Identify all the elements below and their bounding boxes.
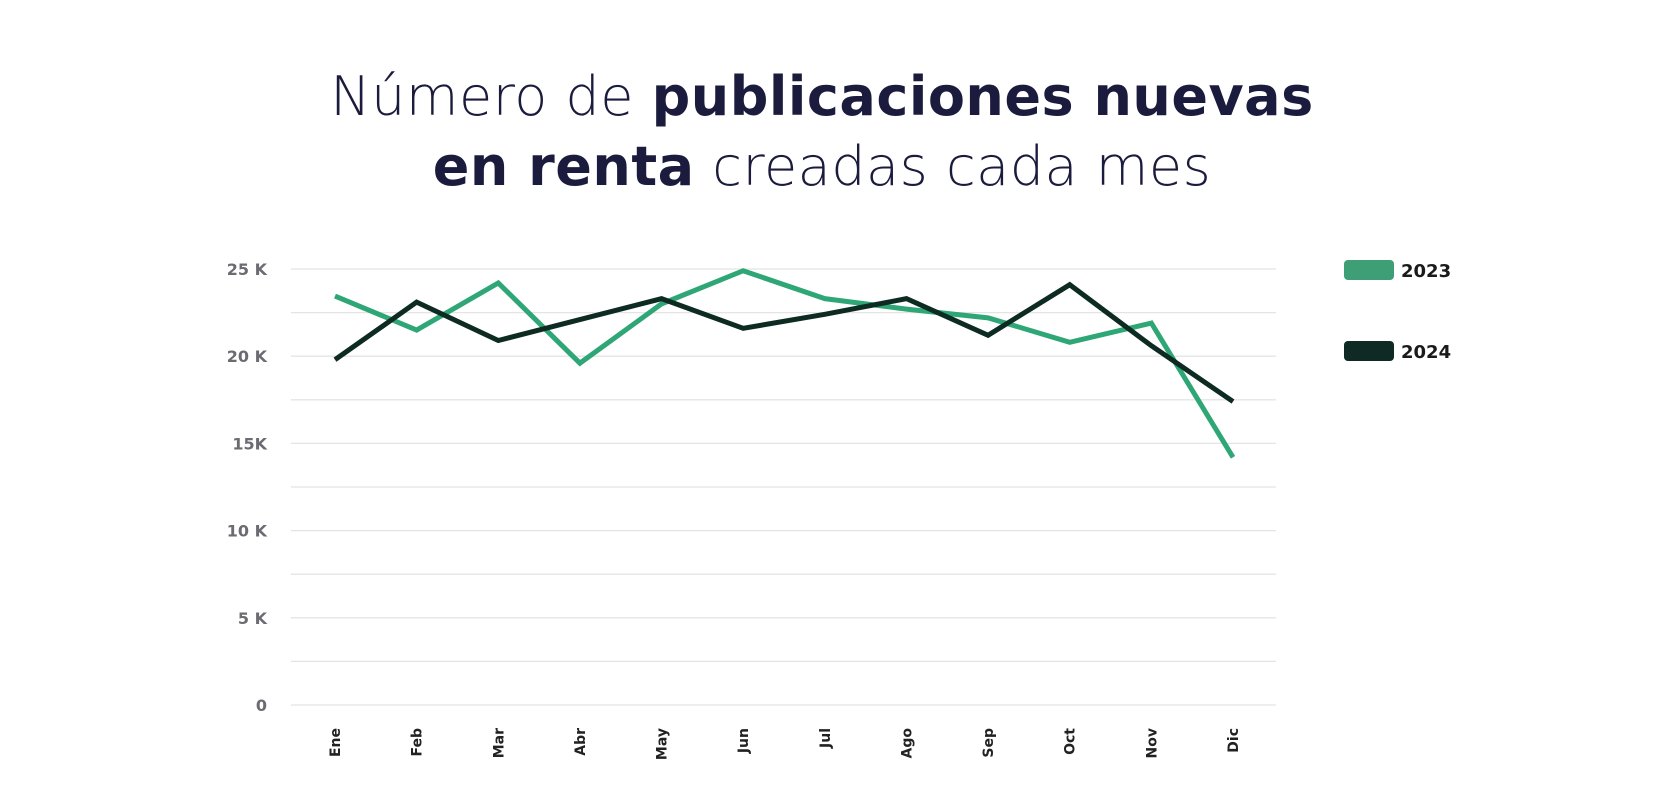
x-tick-label: Mar: [491, 728, 507, 758]
x-tick-label: Jul: [818, 728, 834, 749]
title-bold-2: en renta: [432, 135, 695, 198]
x-tick-label: Abr: [573, 728, 589, 756]
title-regular-1: Número de: [330, 65, 652, 128]
x-tick-label: Sep: [981, 728, 997, 758]
legend-swatch-2023: [1344, 260, 1394, 280]
x-tick-label: May: [655, 728, 671, 760]
x-tick-label: Feb: [410, 728, 426, 757]
x-tick-label: Jun: [736, 728, 752, 754]
y-tick-label: 5 K: [238, 609, 268, 628]
series-line-2024: [333, 281, 1235, 404]
x-tick-label: Dic: [1226, 728, 1242, 753]
title-regular-2: creadas cada mes: [694, 135, 1212, 198]
legend-swatch-2024: [1344, 341, 1394, 361]
y-tick-label: 20 K: [227, 347, 268, 366]
x-tick-label: Ago: [899, 728, 915, 759]
x-tick-label: Ene: [328, 728, 344, 757]
legend-label-2024: 2024: [1401, 342, 1451, 363]
y-tick-label: 25 K: [227, 260, 268, 279]
y-tick-label: 10 K: [227, 522, 268, 541]
x-tick-label: Nov: [1144, 728, 1160, 758]
chart-title: Número de publicaciones nuevas en renta …: [0, 62, 1644, 202]
title-bold-1: publicaciones nuevas: [651, 65, 1314, 128]
y-tick-label: 0: [256, 696, 267, 715]
x-tick-label: Oct: [1063, 728, 1079, 755]
legend-label-2023: 2023: [1401, 261, 1451, 282]
y-tick-label: 15K: [232, 434, 267, 453]
series-line-2023: [334, 268, 1236, 459]
